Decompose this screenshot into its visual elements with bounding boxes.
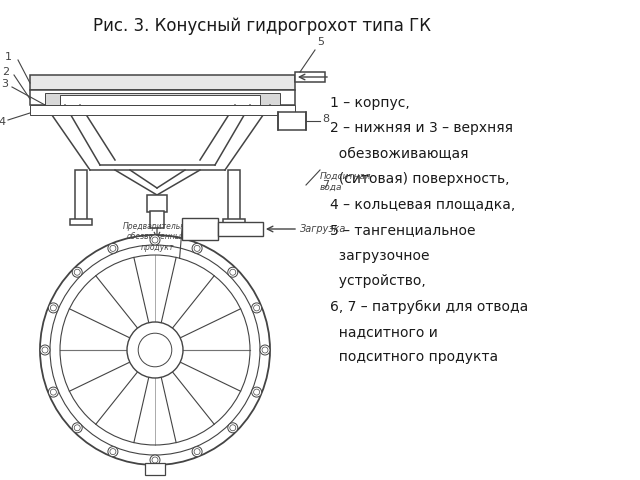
Circle shape (108, 243, 118, 253)
Circle shape (260, 345, 270, 355)
Text: надситного и: надситного и (330, 325, 438, 339)
Circle shape (192, 243, 202, 253)
Bar (30, 90, 295, 105)
Text: 5: 5 (317, 37, 324, 47)
Circle shape (253, 305, 260, 311)
Circle shape (127, 322, 183, 378)
Text: 8: 8 (322, 114, 329, 124)
Text: 5 – тангенциальное: 5 – тангенциальное (330, 223, 475, 237)
Circle shape (108, 446, 118, 456)
Text: 1 – корпус,: 1 – корпус, (330, 96, 410, 110)
Text: обезвоживающая: обезвоживающая (330, 147, 468, 161)
Bar (147, 195, 167, 212)
Text: 4: 4 (0, 117, 5, 127)
Text: Рис. 3. Конусный гидрогрохот типа ГК: Рис. 3. Конусный гидрогрохот типа ГК (93, 17, 431, 35)
Text: Загрузка: Загрузка (300, 224, 346, 234)
Bar (30, 75, 295, 90)
Circle shape (150, 455, 160, 465)
Text: 2: 2 (2, 67, 9, 77)
Bar (150, 211, 164, 228)
Circle shape (228, 423, 238, 433)
Circle shape (230, 269, 236, 275)
Bar (278, 112, 306, 130)
Text: Подситная
вода: Подситная вода (320, 172, 371, 192)
Text: устройство,: устройство, (330, 274, 426, 288)
Circle shape (230, 425, 236, 431)
Circle shape (42, 347, 48, 353)
Bar (218, 222, 263, 236)
Bar (145, 463, 165, 475)
Circle shape (262, 347, 268, 353)
Text: подситного продукта: подситного продукта (330, 350, 498, 364)
Text: 3: 3 (1, 79, 8, 89)
Circle shape (74, 269, 80, 275)
Circle shape (110, 245, 116, 252)
Circle shape (40, 345, 50, 355)
Bar (295, 72, 325, 82)
Bar (60, 95, 260, 105)
Text: 2 – нижняя и 3 – верхняя: 2 – нижняя и 3 – верхняя (330, 121, 513, 135)
Circle shape (252, 303, 262, 313)
Circle shape (194, 245, 200, 252)
Circle shape (72, 267, 82, 277)
Text: 7: 7 (322, 180, 329, 190)
Text: (ситовая) поверхность,: (ситовая) поверхность, (330, 172, 509, 186)
Circle shape (152, 457, 158, 463)
Circle shape (110, 449, 116, 455)
Circle shape (49, 387, 58, 397)
Circle shape (228, 267, 238, 277)
Circle shape (253, 389, 260, 395)
Text: 6, 7 – патрубки для отвода: 6, 7 – патрубки для отвода (330, 300, 528, 313)
Circle shape (152, 237, 158, 243)
Circle shape (51, 305, 56, 311)
Circle shape (74, 425, 80, 431)
Circle shape (49, 303, 58, 313)
Circle shape (40, 235, 270, 465)
Circle shape (194, 449, 200, 455)
Bar (70, 219, 92, 225)
Bar (228, 170, 240, 222)
Text: 1: 1 (5, 52, 12, 62)
Text: Предварительно
обезвоженный
продукт: Предварительно обезвоженный продукт (123, 222, 191, 252)
Bar (30, 105, 295, 115)
Bar (223, 219, 245, 225)
Circle shape (192, 446, 202, 456)
Circle shape (252, 387, 262, 397)
Circle shape (51, 389, 56, 395)
Bar (75, 170, 87, 222)
Bar (182, 218, 218, 240)
Circle shape (150, 235, 160, 245)
Text: загрузочное: загрузочное (330, 249, 429, 263)
Circle shape (72, 423, 82, 433)
Text: 4 – кольцевая площадка,: 4 – кольцевая площадка, (330, 198, 515, 212)
Bar (45, 93, 280, 105)
